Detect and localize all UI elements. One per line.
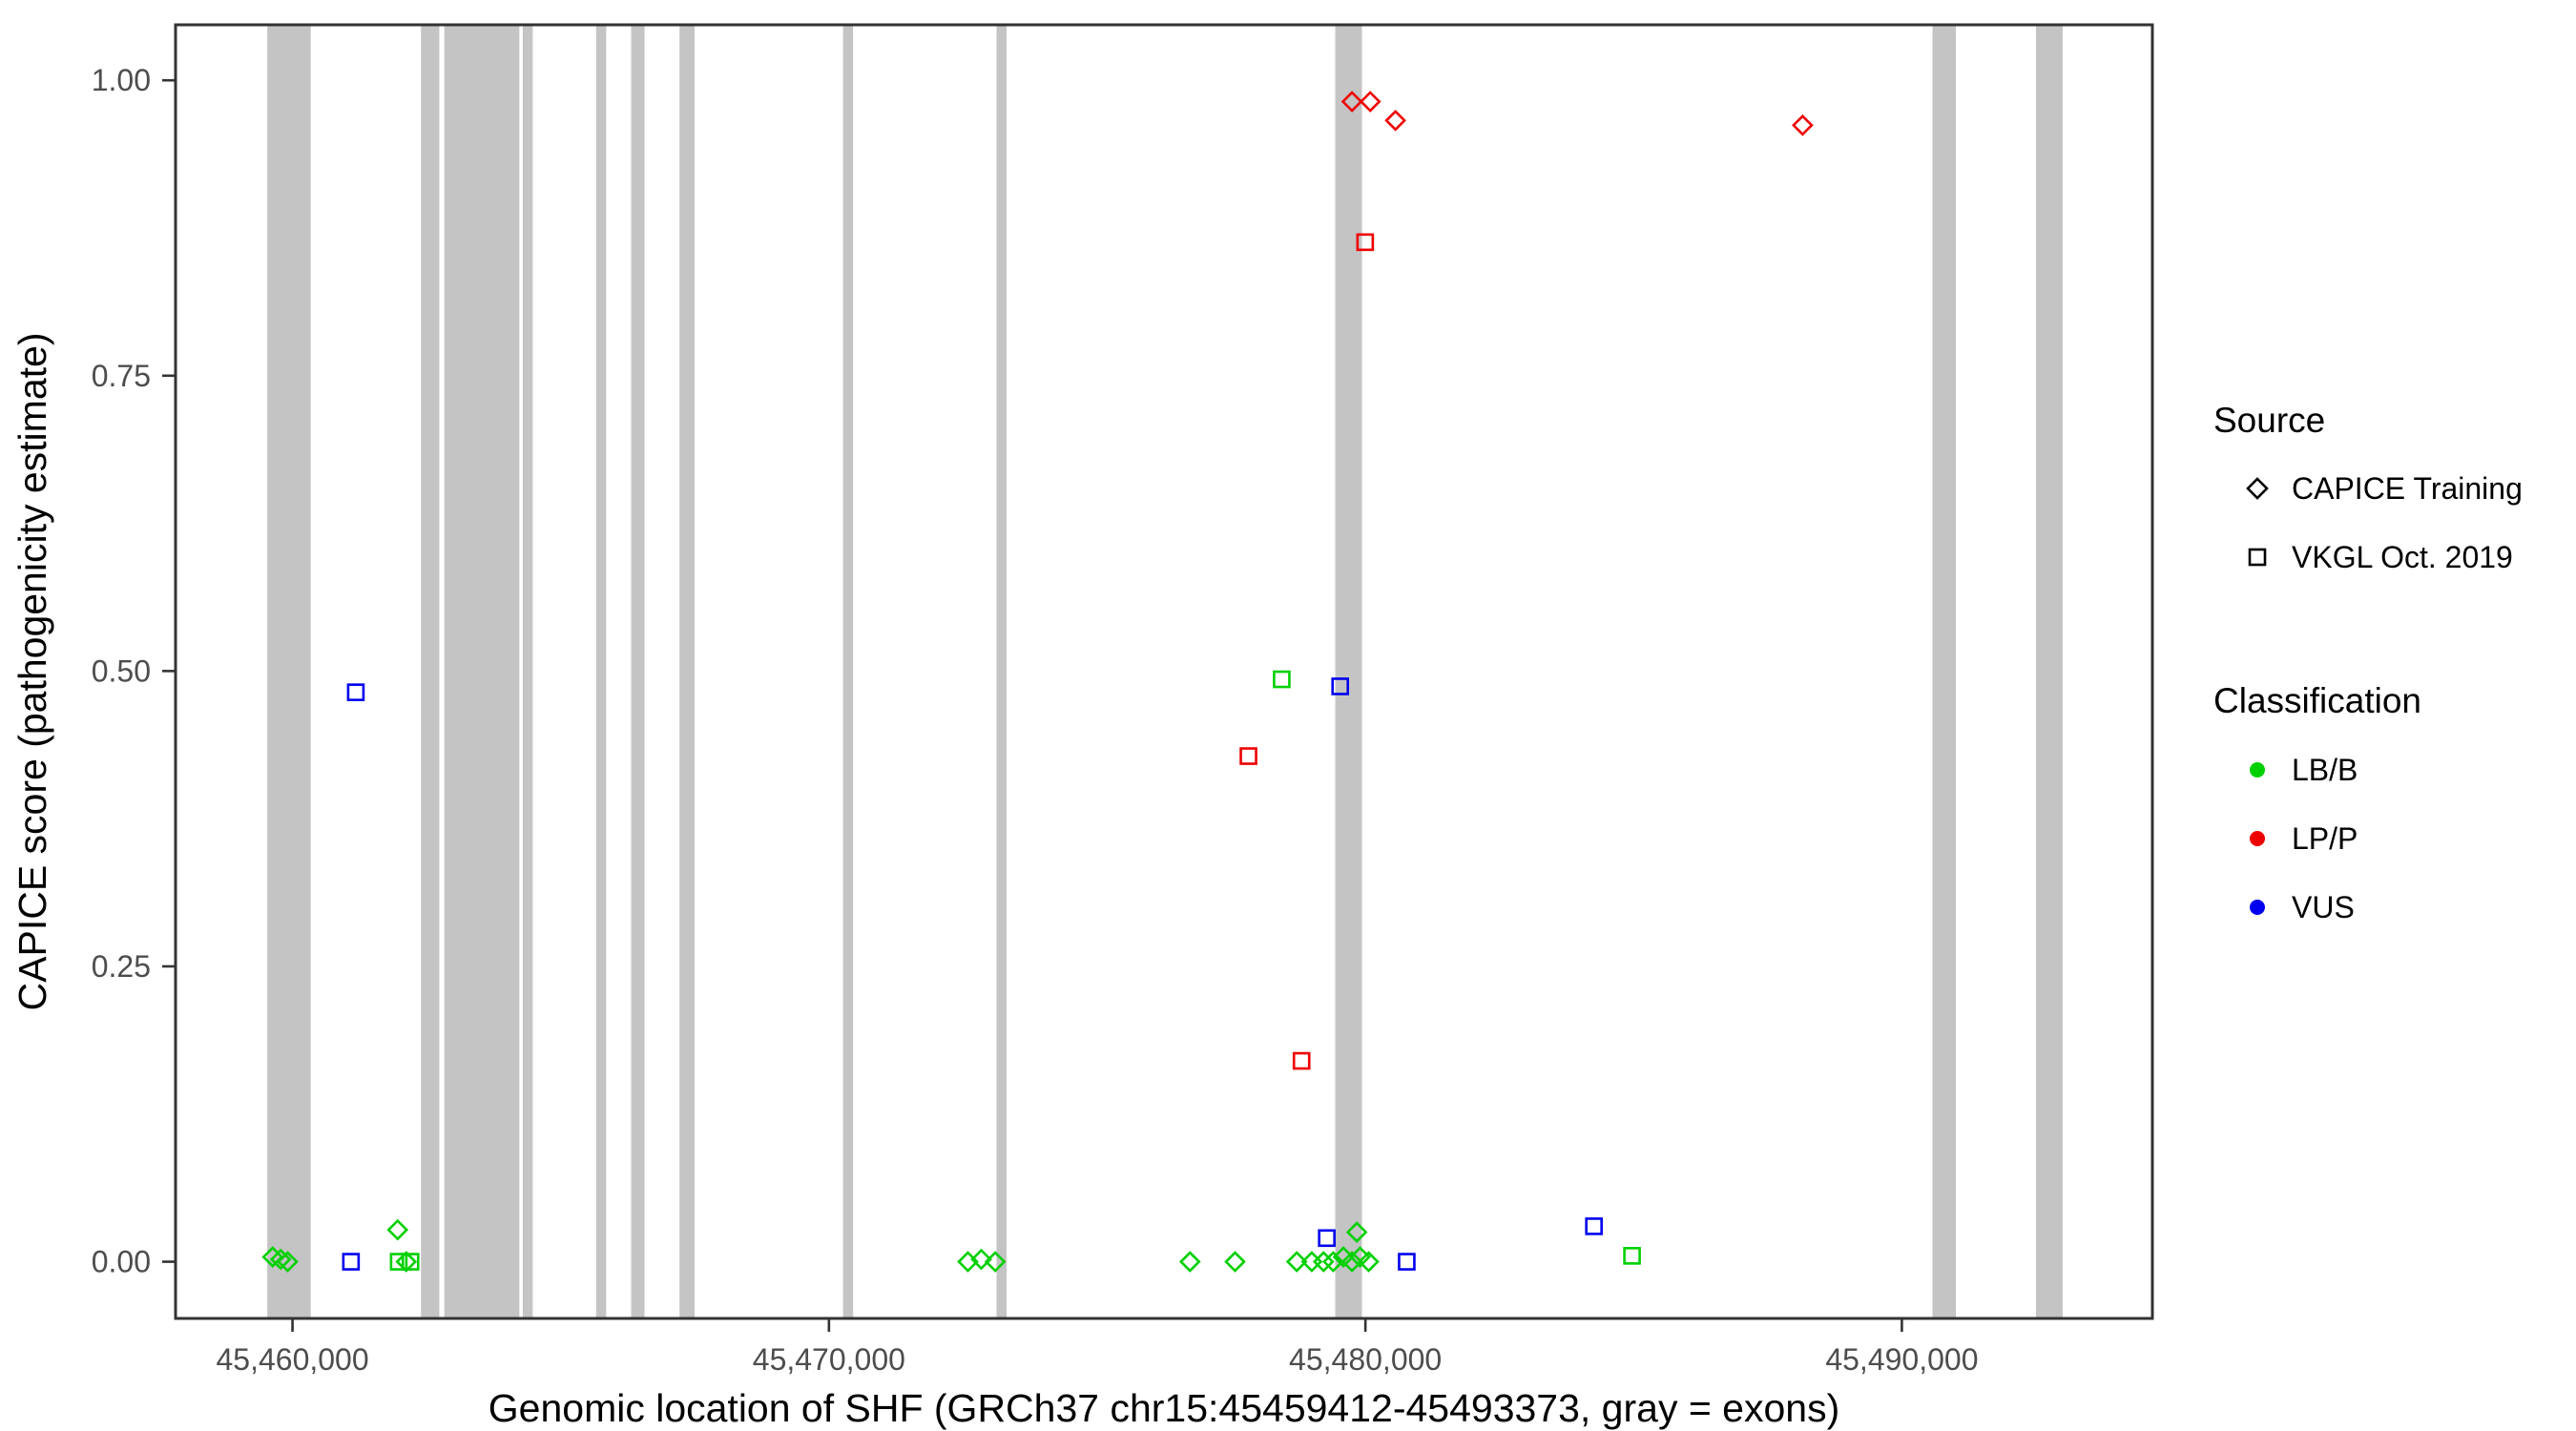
data-point-diamond bbox=[1345, 1221, 1368, 1243]
data-point-diamond bbox=[1224, 1251, 1246, 1273]
x-axis-title: Genomic location of SHF (GRCh37 chr15:45… bbox=[488, 1386, 1839, 1430]
data-point-diamond bbox=[1358, 1251, 1380, 1273]
exon-bar bbox=[522, 25, 533, 1318]
plot-panel: 45,460,000 45,470,000 45,480,000 45,490,000… bbox=[92, 23, 2154, 1377]
data-point-diamond bbox=[1312, 1251, 1335, 1273]
data-point-diamond bbox=[1340, 91, 1363, 113]
square-icon bbox=[2248, 548, 2267, 567]
data-point-square bbox=[1398, 1253, 1416, 1271]
y-tick-label: 0.50 bbox=[92, 653, 151, 688]
data-point-diamond bbox=[984, 1251, 1007, 1273]
legend-item-vkgl: VKGL Oct. 2019 bbox=[2248, 540, 2513, 574]
diamond-icon bbox=[2246, 477, 2269, 500]
legend-item-lpp: LP/P bbox=[2250, 821, 2358, 856]
data-point-square bbox=[1292, 1051, 1311, 1070]
data-point-diamond bbox=[277, 1251, 299, 1273]
exon-bar bbox=[421, 25, 440, 1318]
vus-dot-icon bbox=[2250, 900, 2265, 915]
legend-item-label: CAPICE Training bbox=[2292, 471, 2523, 506]
data-point-diamond bbox=[1285, 1251, 1308, 1273]
data-point-diamond bbox=[1340, 1251, 1363, 1273]
exon-bar bbox=[444, 25, 520, 1318]
legend-item-capice-training: CAPICE Training bbox=[2246, 471, 2523, 506]
data-point-diamond bbox=[1384, 109, 1406, 132]
legend-item-vus: VUS bbox=[2250, 890, 2355, 924]
exon-bar bbox=[679, 25, 696, 1318]
legend-item-label: VUS bbox=[2292, 890, 2355, 924]
exon-bar bbox=[631, 25, 645, 1318]
data-point-diamond bbox=[970, 1248, 992, 1271]
data-point-square bbox=[1331, 677, 1350, 695]
legend-source-title: Source bbox=[2213, 401, 2325, 440]
data-point-square bbox=[1318, 1229, 1336, 1248]
y-tick-label: 0.75 bbox=[92, 359, 151, 393]
data-point-diamond bbox=[1322, 1251, 1344, 1273]
data-point-square bbox=[401, 1253, 420, 1271]
data-point-diamond bbox=[1178, 1251, 1201, 1273]
legend-item-lbb: LB/B bbox=[2250, 753, 2358, 787]
exon-bar bbox=[2035, 25, 2063, 1318]
data-point-square bbox=[1585, 1217, 1603, 1235]
exon-bar bbox=[595, 25, 607, 1318]
data-point-square bbox=[389, 1253, 408, 1271]
exon-bar bbox=[1932, 25, 1957, 1318]
legend-item-label: LP/P bbox=[2292, 821, 2358, 856]
data-point-diamond bbox=[1792, 114, 1814, 136]
x-tick-label: 45,480,000 bbox=[1289, 1342, 1442, 1377]
data-point-square bbox=[1356, 233, 1375, 252]
legend-item-label: LB/B bbox=[2292, 753, 2358, 787]
exon-bar bbox=[267, 25, 311, 1318]
legend-classification-title: Classification bbox=[2213, 681, 2421, 720]
data-point-diamond bbox=[395, 1251, 418, 1273]
y-axis-title: CAPICE score (pathogenicity estimate) bbox=[10, 333, 54, 1011]
x-tick-label: 45,460,000 bbox=[216, 1342, 368, 1377]
x-tick-label: 45,470,000 bbox=[753, 1342, 905, 1377]
data-point-square bbox=[342, 1253, 361, 1271]
data-point-square bbox=[1623, 1247, 1641, 1265]
y-tick-label: 0.00 bbox=[92, 1245, 151, 1279]
data-point-square bbox=[346, 683, 365, 701]
exon-bar bbox=[1335, 25, 1362, 1318]
x-tick-label: 45,490,000 bbox=[1825, 1342, 1978, 1377]
data-point-diamond bbox=[1359, 91, 1381, 113]
data-point-diamond bbox=[386, 1218, 409, 1241]
y-tick-label: 1.00 bbox=[92, 63, 151, 97]
legend: Source CAPICE Training VKGL Oct. 2019 Cl… bbox=[2213, 401, 2523, 924]
lbb-dot-icon bbox=[2250, 762, 2265, 778]
data-point-square bbox=[1239, 747, 1257, 765]
y-tick-label: 0.25 bbox=[92, 949, 151, 984]
lpp-dot-icon bbox=[2250, 831, 2265, 846]
legend-item-label: VKGL Oct. 2019 bbox=[2292, 540, 2513, 574]
exon-bar bbox=[996, 25, 1008, 1318]
data-point-square bbox=[1273, 670, 1291, 689]
exon-bar bbox=[842, 25, 854, 1318]
data-point-diamond bbox=[269, 1248, 292, 1271]
